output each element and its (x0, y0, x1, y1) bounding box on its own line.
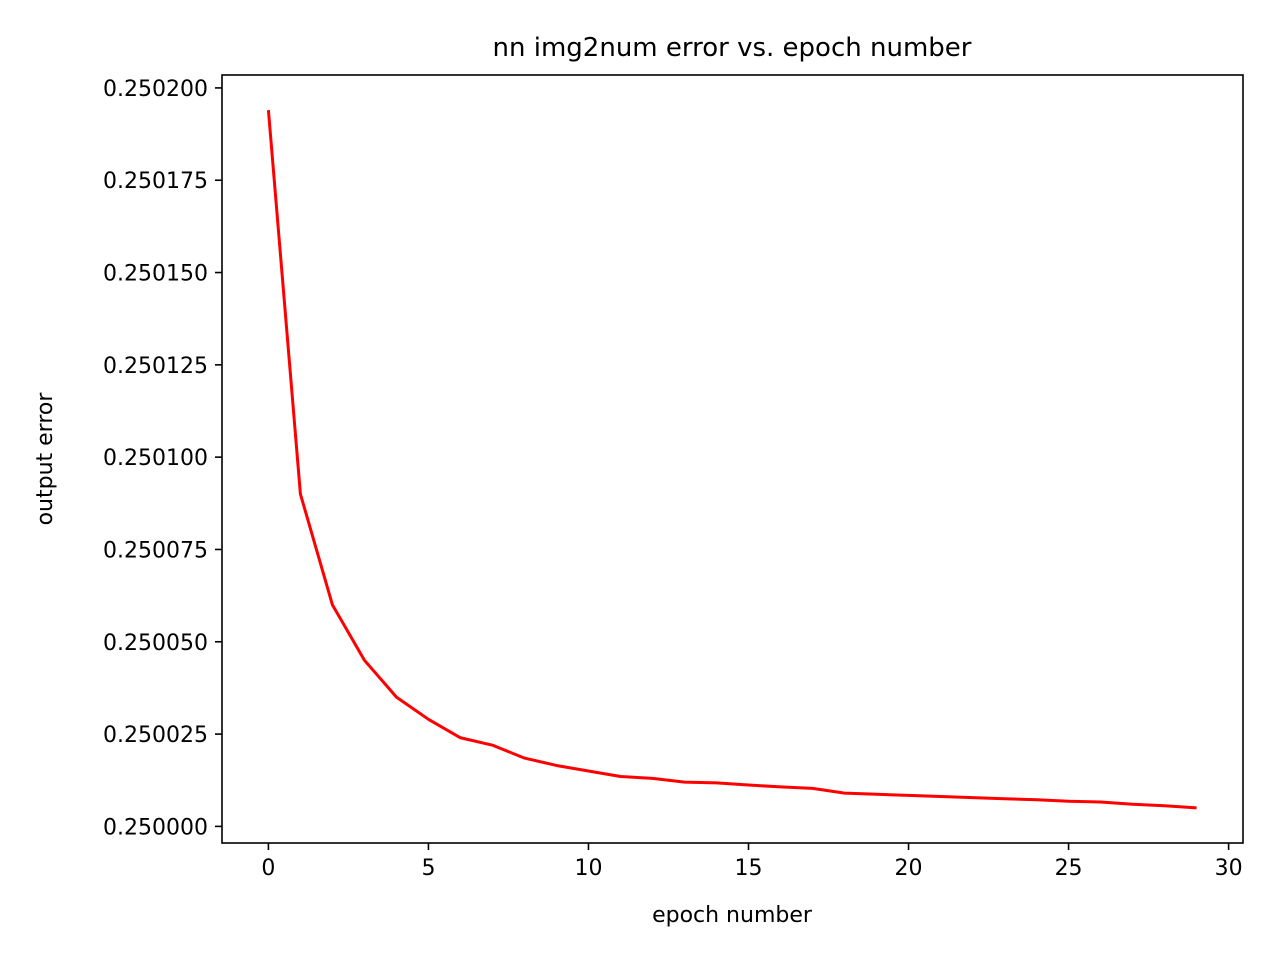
series-line-0 (266, 109, 1197, 810)
plot-frame (221, 74, 1244, 844)
x-tick-label: 15 (735, 856, 763, 881)
plot-area (266, 109, 1197, 810)
y-tick-label: 0.250025 (103, 723, 208, 748)
y-tick-label: 0.250050 (103, 631, 208, 656)
x-tick-label: 0 (261, 856, 275, 881)
y-axis: 0.250000 0.250025 0.250050 0.250075 0.250100… (103, 77, 222, 840)
y-tick-label: 0.250125 (103, 354, 208, 379)
x-tick-label: 30 (1215, 856, 1243, 881)
y-tick-label: 0.250000 (103, 815, 208, 840)
x-tick-label: 10 (574, 856, 602, 881)
y-tick-label: 0.250200 (103, 77, 208, 102)
x-axis-label: epoch number (652, 903, 813, 928)
y-axis-label: output error (33, 392, 58, 526)
x-tick-label: 20 (895, 856, 923, 881)
x-axis: 0 5 10 15 20 25 30 (261, 843, 1243, 881)
y-tick-label: 0.250075 (103, 538, 208, 563)
y-tick-label: 0.250150 (103, 262, 208, 287)
chart-title: nn img2num error vs. epoch number (493, 33, 972, 63)
x-tick-label: 5 (421, 856, 435, 881)
y-tick-label: 0.250175 (103, 169, 208, 194)
y-tick-label: 0.250100 (103, 446, 208, 471)
x-tick-label: 25 (1055, 856, 1083, 881)
